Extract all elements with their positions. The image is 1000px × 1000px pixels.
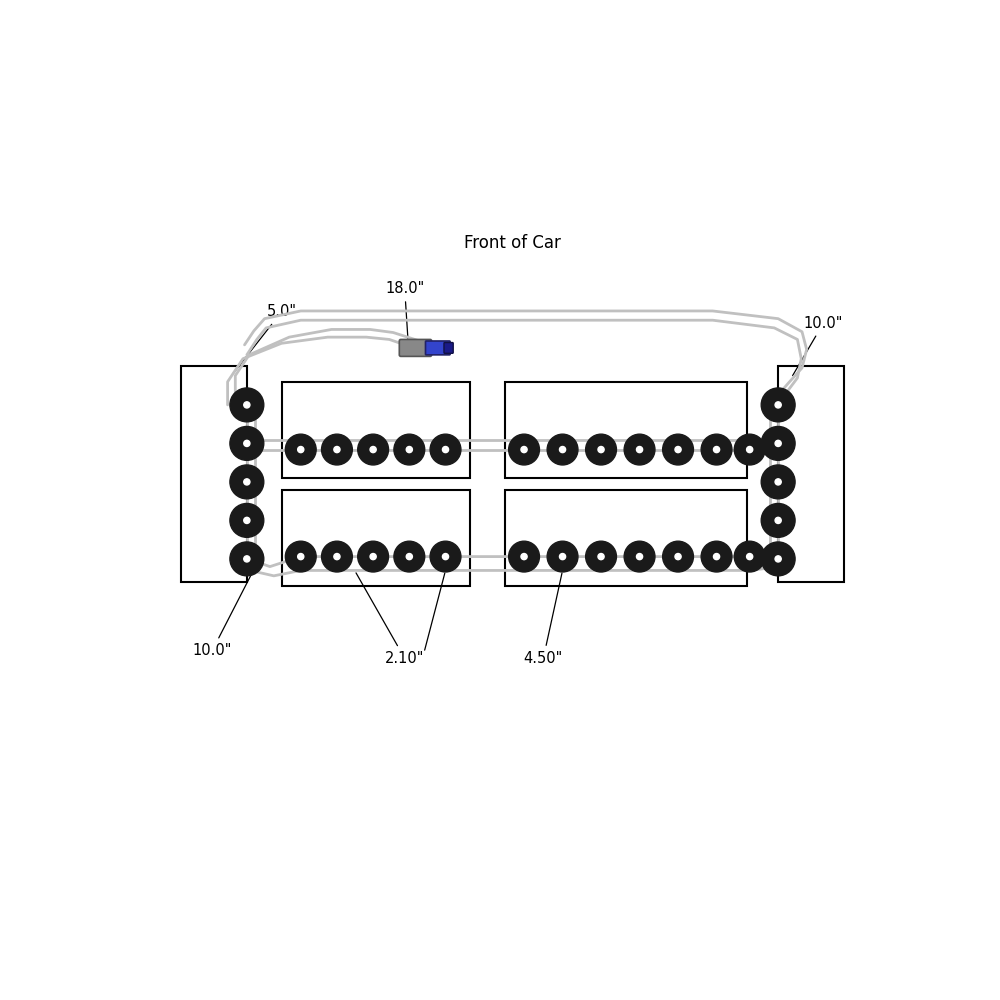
Text: 5.0": 5.0" — [233, 304, 296, 373]
Circle shape — [586, 541, 616, 572]
Circle shape — [663, 541, 693, 572]
FancyBboxPatch shape — [399, 339, 432, 356]
Circle shape — [747, 554, 753, 560]
Circle shape — [230, 388, 264, 422]
Circle shape — [624, 541, 655, 572]
Circle shape — [775, 440, 781, 446]
Circle shape — [430, 434, 461, 465]
Circle shape — [775, 402, 781, 408]
Circle shape — [761, 503, 795, 537]
Text: 10.0": 10.0" — [793, 316, 843, 376]
Text: 4.50": 4.50" — [524, 573, 563, 666]
Circle shape — [734, 434, 765, 465]
Circle shape — [701, 541, 732, 572]
Text: 18.0": 18.0" — [385, 281, 424, 346]
Circle shape — [285, 541, 316, 572]
Circle shape — [406, 446, 412, 453]
Circle shape — [713, 446, 720, 453]
Circle shape — [509, 434, 539, 465]
Circle shape — [230, 426, 264, 460]
Circle shape — [713, 554, 720, 560]
Circle shape — [358, 434, 389, 465]
Circle shape — [442, 554, 449, 560]
FancyBboxPatch shape — [425, 341, 450, 355]
Text: 2.10": 2.10" — [356, 573, 424, 666]
Circle shape — [675, 446, 681, 453]
Circle shape — [547, 541, 578, 572]
Circle shape — [761, 465, 795, 499]
Circle shape — [230, 503, 264, 537]
Circle shape — [559, 554, 566, 560]
Circle shape — [322, 541, 352, 572]
Circle shape — [624, 434, 655, 465]
Circle shape — [334, 554, 340, 560]
Circle shape — [775, 556, 781, 562]
Circle shape — [559, 446, 566, 453]
Circle shape — [406, 554, 412, 560]
Bar — [505, 382, 747, 478]
Circle shape — [394, 541, 425, 572]
Circle shape — [761, 542, 795, 576]
Circle shape — [636, 446, 643, 453]
Circle shape — [775, 479, 781, 485]
Text: 10.0": 10.0" — [193, 571, 253, 658]
Circle shape — [521, 446, 527, 453]
Text: Front of Car: Front of Car — [464, 234, 561, 252]
Circle shape — [394, 434, 425, 465]
Circle shape — [322, 434, 352, 465]
Circle shape — [244, 440, 250, 446]
Bar — [505, 490, 747, 586]
Bar — [282, 490, 470, 586]
Circle shape — [230, 542, 264, 576]
Circle shape — [547, 434, 578, 465]
Circle shape — [244, 479, 250, 485]
Circle shape — [244, 517, 250, 523]
Circle shape — [298, 446, 304, 453]
Circle shape — [509, 541, 539, 572]
Circle shape — [598, 554, 604, 560]
Circle shape — [734, 541, 765, 572]
Circle shape — [230, 465, 264, 499]
Circle shape — [701, 434, 732, 465]
Circle shape — [586, 434, 616, 465]
Bar — [282, 382, 470, 478]
Bar — [778, 366, 844, 582]
Circle shape — [244, 402, 250, 408]
Circle shape — [370, 446, 376, 453]
Circle shape — [442, 446, 449, 453]
Circle shape — [430, 541, 461, 572]
Circle shape — [636, 554, 643, 560]
Circle shape — [244, 556, 250, 562]
Circle shape — [358, 541, 389, 572]
Circle shape — [747, 446, 753, 453]
Circle shape — [775, 517, 781, 523]
Circle shape — [675, 554, 681, 560]
Circle shape — [370, 554, 376, 560]
Circle shape — [298, 554, 304, 560]
Circle shape — [663, 434, 693, 465]
Circle shape — [761, 388, 795, 422]
Bar — [181, 366, 247, 582]
Circle shape — [598, 446, 604, 453]
Circle shape — [334, 446, 340, 453]
FancyBboxPatch shape — [444, 343, 453, 353]
Circle shape — [761, 426, 795, 460]
Circle shape — [285, 434, 316, 465]
Circle shape — [521, 554, 527, 560]
